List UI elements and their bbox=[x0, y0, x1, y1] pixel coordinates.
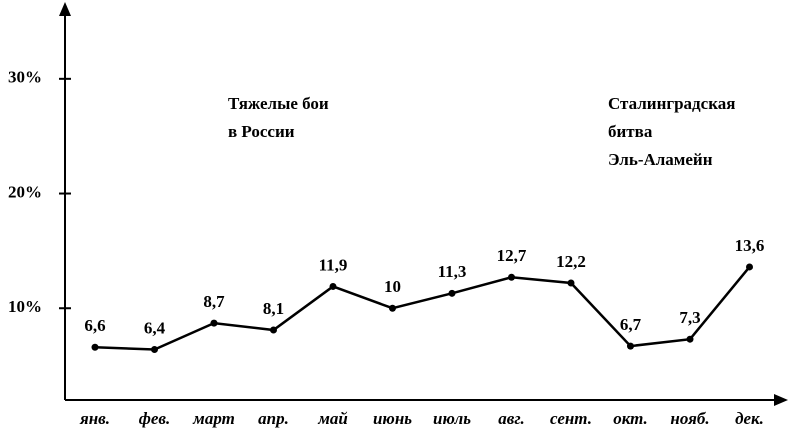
annotation: Тяжелые бои bbox=[228, 94, 329, 113]
point bbox=[210, 319, 218, 327]
annotation: в России bbox=[228, 122, 295, 141]
x-tick-label: июль bbox=[433, 409, 471, 428]
point bbox=[448, 289, 456, 297]
point bbox=[686, 335, 694, 343]
point bbox=[627, 342, 634, 350]
annotation: битва bbox=[608, 122, 653, 141]
x-tick-label: фев. bbox=[139, 409, 171, 428]
value-label: 8,1 bbox=[263, 299, 284, 318]
value-label: 12,2 bbox=[556, 252, 586, 271]
x-tick-label: май bbox=[317, 409, 348, 428]
point bbox=[389, 304, 396, 312]
x-tick-label: март bbox=[192, 409, 235, 428]
value-label: 8,7 bbox=[203, 292, 225, 311]
x-tick-label: окт. bbox=[613, 409, 648, 428]
value-label: 12,7 bbox=[497, 246, 527, 265]
annotation: Сталинградская bbox=[608, 94, 735, 113]
x-tick-label: янв. bbox=[79, 409, 110, 428]
value-label: 11,9 bbox=[319, 255, 348, 274]
point bbox=[508, 273, 515, 281]
value-label: 7,3 bbox=[679, 308, 700, 327]
x-axis-arrow bbox=[774, 394, 788, 406]
point bbox=[329, 282, 337, 290]
y-tick-label: 30% bbox=[8, 68, 42, 87]
value-label: 6,6 bbox=[84, 316, 105, 335]
point bbox=[567, 279, 575, 287]
x-tick-label: июнь bbox=[373, 409, 412, 428]
point bbox=[270, 326, 277, 334]
y-axis-arrow bbox=[59, 2, 71, 16]
x-tick-label: авг. bbox=[498, 409, 524, 428]
line bbox=[94, 266, 751, 351]
y-tick-label: 20% bbox=[8, 182, 42, 201]
value-label: 6,7 bbox=[620, 315, 642, 334]
x-tick-label: апр. bbox=[258, 409, 289, 428]
point bbox=[91, 343, 99, 351]
value-label: 13,6 bbox=[735, 236, 765, 255]
point bbox=[746, 263, 753, 271]
x-tick-label: нояб. bbox=[670, 409, 709, 428]
y-tick-label: 10% bbox=[8, 297, 42, 316]
value-label: 10 bbox=[384, 277, 401, 296]
value-label: 11,3 bbox=[438, 262, 467, 281]
x-tick-label: дек. bbox=[735, 409, 764, 428]
x-tick-label: сент. bbox=[550, 409, 592, 428]
point bbox=[151, 346, 158, 354]
annotation: Эль-Аламейн bbox=[608, 150, 713, 169]
value-label: 6,4 bbox=[144, 318, 166, 337]
